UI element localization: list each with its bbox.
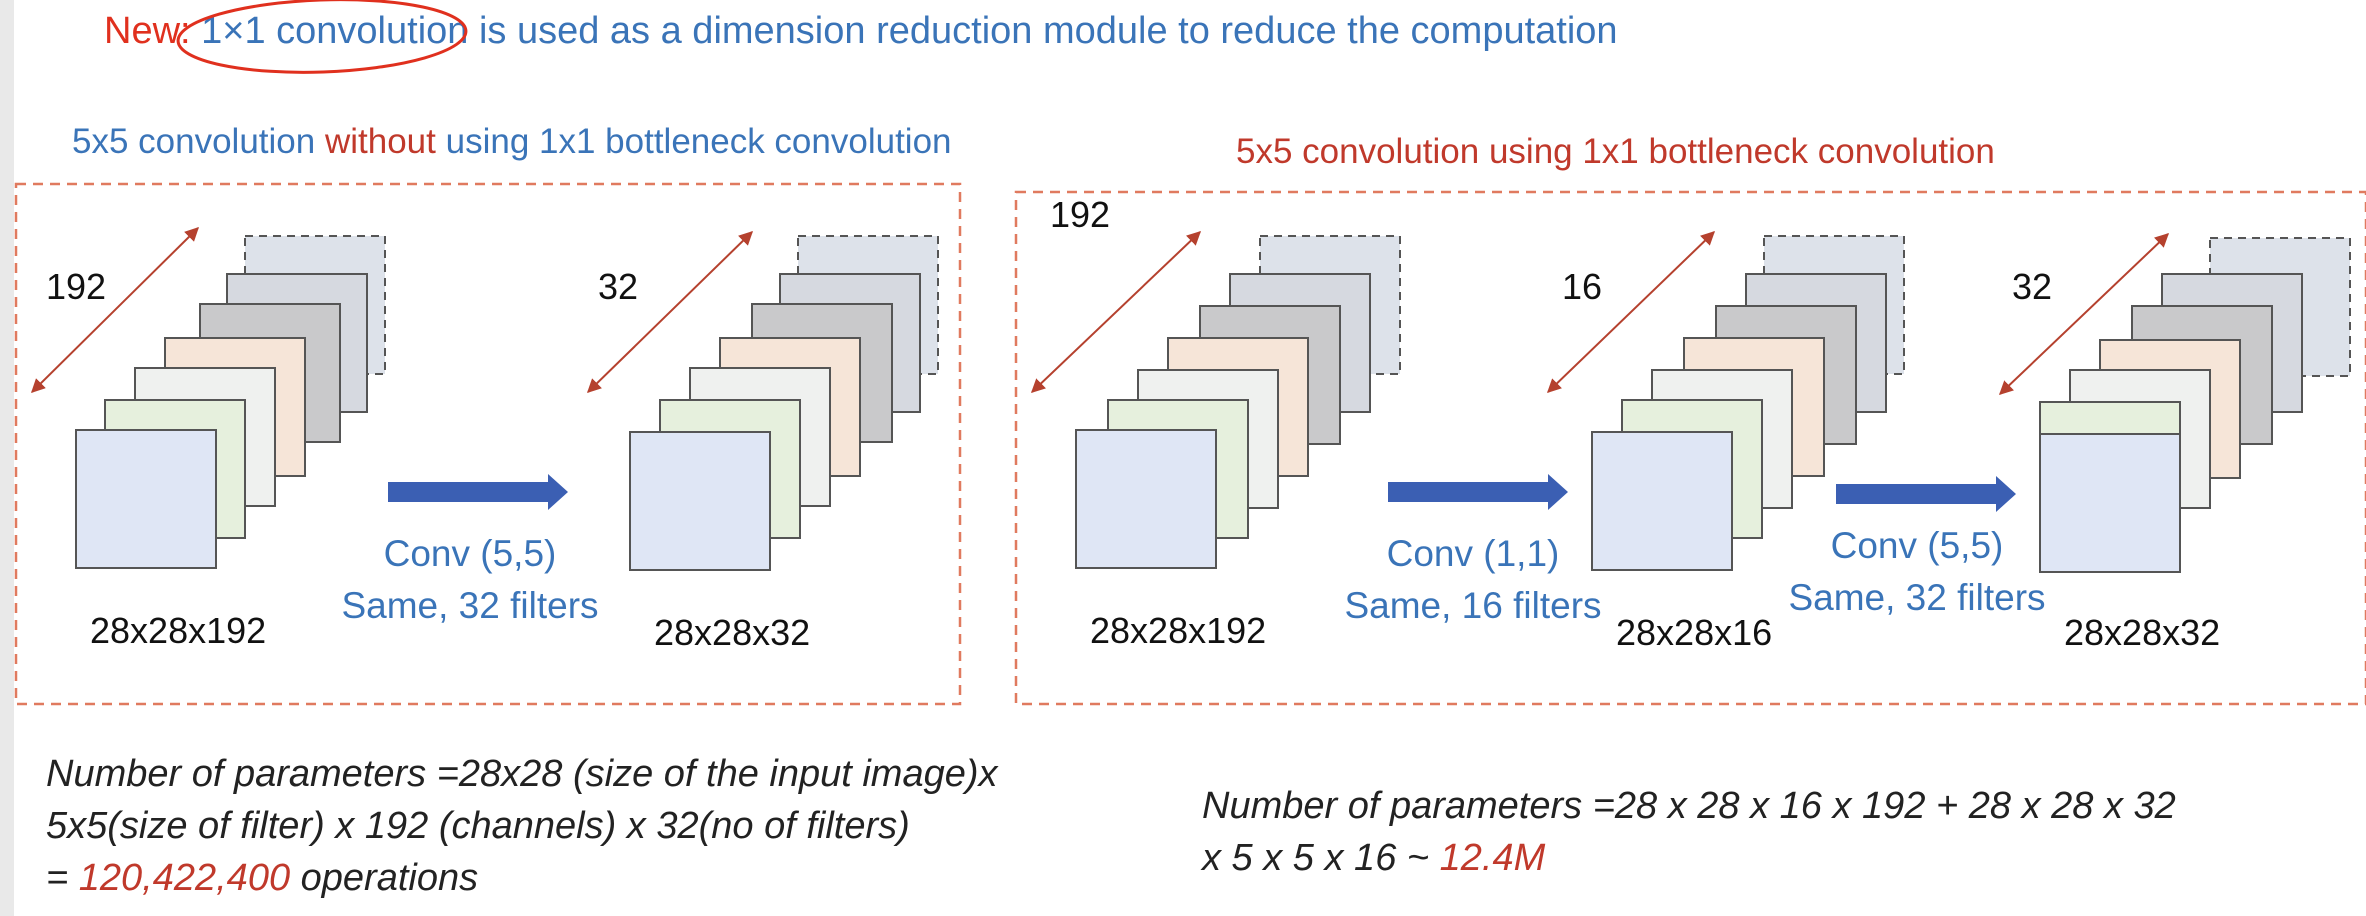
right-middle-depth-label: 16 xyxy=(1562,266,1603,307)
right-conv2-label: Conv (5,5) Same, 32 filters xyxy=(1782,520,2052,624)
right-input-stack xyxy=(1075,235,1401,569)
left-output-stack xyxy=(629,235,939,571)
left-conv-line1: Conv (5,5) xyxy=(383,533,557,574)
right-output-depth-label: 32 xyxy=(2012,266,2053,307)
left-output-dims-label: 28x28x32 xyxy=(654,612,811,653)
right-formula: Number of parameters =28 x 28 x 16 x 192… xyxy=(1202,780,2176,884)
left-title-part2: without xyxy=(324,122,436,161)
right-middle-stack xyxy=(1591,235,1905,571)
right-output-stack xyxy=(2039,237,2351,573)
left-formula-result: 120,422,400 xyxy=(78,857,291,899)
left-title-part1: 5x5 convolution xyxy=(72,122,316,161)
headline-rest: is used as a dimension reduction module … xyxy=(478,10,1618,52)
right-conv1-arrow xyxy=(1388,474,1568,510)
right-middle-dims-label: 28x28x16 xyxy=(1616,612,1773,653)
left-title-part3: using 1x1 bottleneck convolution xyxy=(445,122,952,161)
right-middle-depth-arrow xyxy=(1546,231,1716,393)
left-input-depth-label: 192 xyxy=(46,266,107,307)
right-conv2-line1: Conv (5,5) xyxy=(1830,525,2004,566)
right-input-depth-arrow xyxy=(1030,231,1202,393)
left-formula-line3: = 120,422,400 operations xyxy=(46,852,998,904)
left-formula-suffix: operations xyxy=(300,857,479,899)
left-formula-prefix: = xyxy=(46,857,69,899)
left-conv-line2: Same, 32 filters xyxy=(341,585,599,626)
right-formula-result: 12.4M xyxy=(1439,837,1546,879)
left-input-dims-label: 28x28x192 xyxy=(90,610,267,651)
left-input-stack xyxy=(75,235,386,569)
right-input-dims-label: 28x28x192 xyxy=(1090,610,1267,651)
left-output-depth-arrow xyxy=(586,231,754,393)
headline-new-label: New: xyxy=(104,10,191,52)
left-conv-label: Conv (5,5) Same, 32 filters xyxy=(340,528,600,632)
right-input-depth-label: 192 xyxy=(1050,194,1111,235)
right-output-depth-arrow xyxy=(1998,233,2170,395)
left-panel-title: 5x5 convolution without using 1x1 bottle… xyxy=(72,122,952,162)
left-output-depth-label: 32 xyxy=(598,266,639,307)
headline: New: 1×1 convolution is used as a dimens… xyxy=(104,10,1618,53)
right-formula-line2: x 5 x 5 x 16 ~ 12.4M xyxy=(1202,832,2176,884)
right-formula-line1: Number of parameters =28 x 28 x 16 x 192… xyxy=(1202,785,2176,827)
left-formula: Number of parameters =28x28 (size of the… xyxy=(46,748,998,904)
right-conv1-line1: Conv (1,1) xyxy=(1386,533,1560,574)
left-input-depth-arrow xyxy=(31,227,199,393)
right-conv2-arrow xyxy=(1836,476,2016,512)
right-formula-prefix: x 5 x 5 x 16 ~ xyxy=(1202,837,1430,879)
left-formula-line1: Number of parameters =28x28 (size of the… xyxy=(46,753,998,795)
right-conv1-label: Conv (1,1) Same, 16 filters xyxy=(1338,528,1608,632)
right-output-dims-label: 28x28x32 xyxy=(2064,612,2221,653)
highlight-circle xyxy=(176,0,468,74)
headline-highlight: 1×1 convolution xyxy=(201,10,469,52)
window-edge xyxy=(0,0,14,916)
right-conv1-line2: Same, 16 filters xyxy=(1344,585,1602,626)
right-panel-title: 5x5 convolution using 1x1 bottleneck con… xyxy=(1236,132,1995,171)
right-conv2-line2: Same, 32 filters xyxy=(1788,577,2046,618)
left-conv-arrow xyxy=(388,474,568,510)
right-panel-box xyxy=(1014,190,2366,706)
left-formula-line2: 5x5(size of filter) x 192 (channels) x 3… xyxy=(46,805,910,847)
